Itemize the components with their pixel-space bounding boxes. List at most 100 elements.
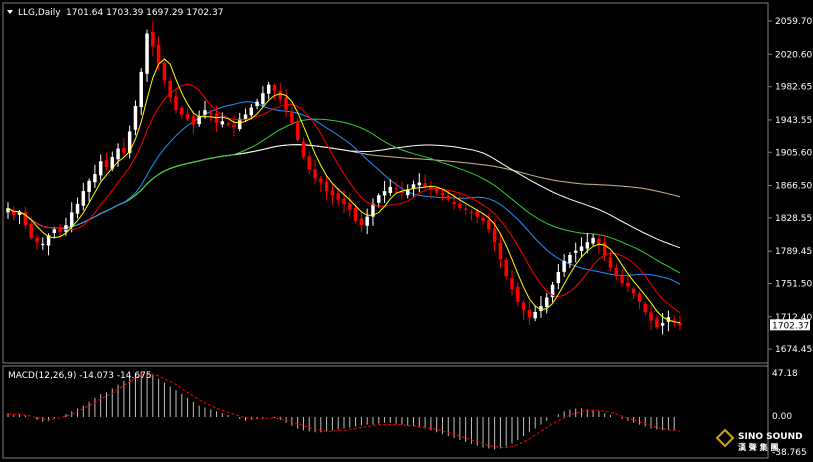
candle-body	[249, 107, 254, 116]
macd-signal-line	[8, 373, 681, 448]
candle-body	[585, 242, 590, 249]
candle-body	[313, 169, 317, 179]
sino-sound-logo: SINO SOUND 漢 聲 集 團	[715, 428, 803, 452]
candle-body	[400, 191, 404, 193]
candle-body	[133, 105, 138, 130]
candle-body	[579, 246, 584, 251]
candle-body	[510, 278, 514, 290]
candle-body	[481, 217, 485, 221]
candle-body	[93, 174, 97, 183]
candle-body	[220, 121, 225, 125]
candle-body	[35, 237, 39, 243]
ohlc-readout: 1701.64 1703.39 1697.29 1702.37	[66, 8, 223, 18]
candle-body	[423, 183, 427, 186]
symbol-label: LLG,Daily	[18, 8, 61, 18]
candle-body	[342, 198, 346, 204]
price-series-layer	[6, 21, 682, 335]
logo-name: SINO SOUND	[738, 432, 803, 442]
ma-20-line	[7, 101, 681, 285]
candle-body	[69, 212, 74, 227]
ma-5-line	[7, 58, 681, 324]
candle-body	[87, 180, 91, 192]
price-tick-label: 1828.55	[775, 214, 812, 224]
candle-body	[75, 203, 80, 214]
price-tick-label: 1905.60	[775, 148, 812, 158]
candle-body	[533, 312, 537, 319]
candle-body	[139, 71, 143, 108]
candle-body	[626, 282, 630, 287]
candle-body	[243, 114, 248, 120]
candle-body	[655, 318, 659, 328]
candle-body	[6, 208, 10, 213]
candle-body	[672, 319, 676, 321]
candle-body	[649, 312, 653, 321]
macd-axis-zero: 0.00	[772, 412, 792, 422]
candle-body	[348, 203, 352, 210]
candle-body	[122, 147, 126, 153]
price-axis-labels: 2059.70 2020.60 1982.65 1943.55 1905.60 1866.…	[768, 17, 812, 355]
candle-body	[388, 186, 393, 193]
candle-body	[463, 208, 468, 210]
macd-series-layer	[7, 372, 681, 450]
candle-body	[631, 288, 636, 294]
candle-body	[359, 218, 364, 226]
current-price-tag: 1702.37	[770, 319, 810, 331]
candle-body	[568, 254, 572, 264]
candle-body	[46, 235, 51, 246]
candle-body	[151, 31, 155, 47]
candle-body	[469, 212, 474, 214]
candle-body	[545, 297, 549, 307]
candle-body	[521, 302, 526, 311]
candle-body	[284, 96, 288, 111]
candle-body	[261, 93, 265, 105]
price-tick-label: 1789.45	[775, 247, 812, 257]
candle-body	[17, 212, 22, 215]
candle-body	[52, 229, 57, 233]
candle-body	[162, 63, 167, 81]
candle-body	[637, 293, 642, 302]
candle-body	[116, 148, 120, 160]
candle-body	[678, 322, 682, 326]
candle-body	[41, 243, 45, 245]
candle-body	[156, 44, 161, 64]
candle-body	[168, 81, 172, 98]
price-tick-label: 2059.70	[775, 17, 812, 27]
candle-body	[272, 85, 277, 91]
dropdown-arrow-icon[interactable]	[7, 10, 13, 14]
candle-body	[336, 193, 340, 200]
price-tick-label: 1751.50	[775, 279, 812, 289]
candle-body	[492, 228, 497, 243]
candle-body	[429, 186, 433, 190]
candle-body	[307, 156, 311, 170]
candle-body	[365, 216, 369, 226]
candle-body	[64, 225, 68, 232]
candle-body	[371, 203, 375, 217]
candle-body	[516, 286, 520, 302]
candle-body	[12, 210, 16, 215]
candle-body	[266, 84, 271, 94]
candle-body	[527, 309, 532, 318]
candle-body	[58, 227, 62, 232]
candle-body	[98, 161, 103, 176]
candle-body	[643, 303, 647, 313]
candle-body	[411, 184, 416, 189]
candle-body	[127, 131, 132, 154]
price-tick-label: 1943.55	[775, 116, 812, 126]
candle-body	[237, 118, 242, 130]
candle-body	[185, 114, 190, 119]
ma-10-line	[7, 83, 681, 314]
candle-body	[539, 306, 543, 311]
candle-body	[209, 112, 213, 115]
price-tick-label: 2020.60	[775, 50, 812, 60]
candle-body	[475, 210, 479, 217]
candle-body	[104, 159, 109, 168]
candle-body	[620, 276, 624, 284]
candle-body	[214, 113, 219, 123]
candle-body	[498, 242, 503, 260]
candle-body	[434, 189, 439, 193]
candle-body	[278, 90, 283, 100]
candle-body	[614, 267, 619, 277]
candle-body	[29, 223, 33, 238]
